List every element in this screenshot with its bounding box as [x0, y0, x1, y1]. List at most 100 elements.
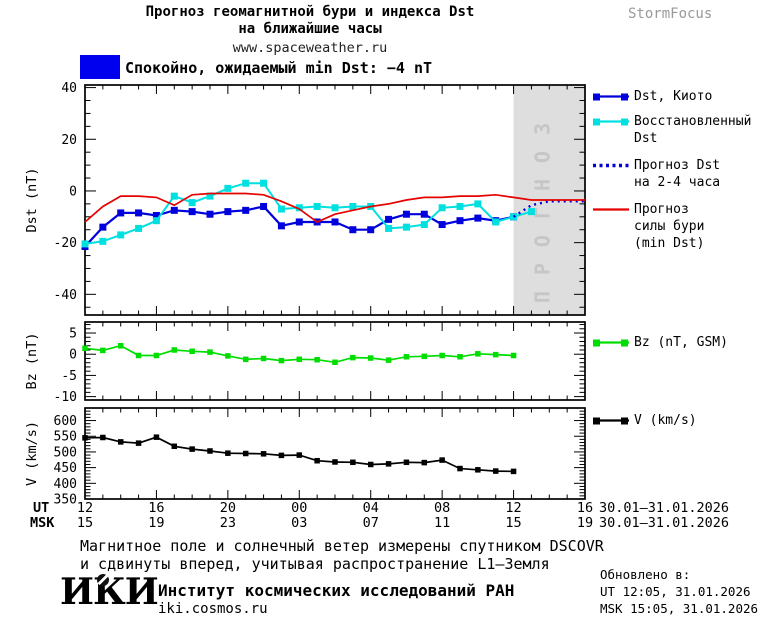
marker-dst-reconstructed [349, 202, 357, 210]
marker-dst-kyoto [420, 210, 428, 218]
ut-row-label: UT [33, 500, 50, 516]
x-tick-label: 16 [148, 500, 165, 516]
x-tick-label: 19 [148, 515, 165, 531]
marker-dst-reconstructed [313, 202, 321, 210]
marker-dst-kyoto [402, 210, 410, 218]
marker-dst-kyoto [117, 209, 125, 217]
y-tick-label: 40 [61, 81, 77, 96]
forecast-watermark: ПРОГНОЗ [530, 107, 554, 303]
legend-item-label: Dst, Киото [634, 89, 713, 104]
legend-item-label: Восстановленный Dst [634, 114, 752, 146]
marker-bz [82, 345, 88, 352]
x-tick-label: 03 [291, 515, 308, 531]
marker-dst-reconstructed [206, 192, 214, 200]
y-tick-label: -40 [54, 288, 77, 303]
marker-dst-reconstructed [527, 208, 535, 216]
marker-v [403, 459, 410, 466]
x-tick-label: 15 [76, 515, 94, 531]
marker-dst-reconstructed [456, 202, 464, 210]
marker-v [314, 457, 320, 464]
marker-v [421, 459, 428, 466]
marker-dst-reconstructed [510, 213, 518, 221]
marker-bz [475, 351, 481, 357]
marker-v [350, 459, 356, 466]
marker-dst-reconstructed [260, 179, 268, 187]
x-tick-label: 07 [362, 515, 379, 531]
marker-v [225, 450, 231, 456]
iki-logo-satellite-icon [97, 574, 109, 586]
marker-dst-kyoto [385, 215, 393, 223]
ut-date-range: 30.01–31.01.2026 [599, 500, 730, 516]
x-tick-label: 04 [362, 500, 379, 516]
y-tick-label: -5 [61, 369, 77, 384]
y-tick-label: 5 [69, 327, 77, 342]
legend-sample-squares-icon [593, 417, 629, 425]
y-tick-label: 0 [69, 348, 77, 363]
institute-name: Институт космических исследований РАН [158, 581, 515, 600]
y-tick-label: -10 [54, 390, 77, 405]
legend-sample-solid-icon [593, 208, 629, 211]
x-tick-label: 12 [76, 500, 94, 516]
marker-v [457, 465, 463, 472]
marker-v [385, 461, 392, 467]
y-tick-label: 400 [54, 477, 77, 492]
marker-dst-reconstructed [295, 204, 303, 212]
legend-item: Прогноз силы бури (min Dst) [592, 201, 704, 252]
marker-v [135, 440, 142, 446]
y-tick-label: 550 [54, 430, 77, 445]
marker-v [260, 451, 267, 457]
marker-dst-reconstructed [402, 223, 410, 231]
page-title: Прогноз геомагнитной бури и индекса Dst [145, 4, 475, 20]
series-dst-reconstructed [84, 182, 532, 245]
xaxis-msk-row: MSK 30.01–31.01.2026 15 19 23 03 07 11 15 19 [0, 515, 760, 531]
marker-v [100, 434, 106, 441]
institute-site-link[interactable]: iki.cosmos.ru [158, 601, 268, 617]
legend-item: Dst, Киото [592, 88, 712, 105]
legend-item: Прогноз Dst на 2-4 часа [592, 157, 720, 191]
y-tick-label: 0 [69, 184, 77, 199]
marker-dst-reconstructed [492, 218, 500, 226]
updated-ut: UT 12:05, 31.01.2026 [600, 584, 751, 599]
marker-dst-reconstructed [277, 205, 285, 213]
marker-v [242, 450, 249, 457]
marker-dst-kyoto [188, 208, 196, 216]
marker-dst-kyoto [438, 221, 446, 229]
marker-dst-kyoto [99, 223, 107, 231]
website-link[interactable]: www.spaceweather.ru [232, 40, 388, 56]
marker-bz [421, 353, 428, 360]
marker-bz [296, 356, 303, 363]
marker-dst-kyoto [206, 210, 214, 218]
marker-bz [189, 348, 195, 354]
marker-v [475, 467, 481, 473]
plot-frame [84, 321, 586, 401]
series-storm-forecast [84, 192, 585, 223]
marker-dst-kyoto [349, 226, 357, 234]
marker-bz [492, 351, 499, 358]
marker-dst-kyoto [260, 202, 268, 210]
marker-bz [260, 355, 267, 362]
plot-frame [84, 407, 586, 500]
msk-row-label: MSK [30, 515, 55, 531]
marker-bz [332, 359, 338, 366]
updated-msk: MSK 15:05, 31.01.2026 [600, 601, 759, 616]
marker-v [367, 461, 374, 468]
updated-label: Обновлено в: [600, 567, 691, 582]
xaxis-ut-row: UT 30.01–31.01.2026 12 16 20 00 04 08 12 16 [0, 500, 760, 516]
marker-dst-reconstructed [152, 217, 160, 225]
marker-v [278, 452, 285, 459]
marker-bz [242, 356, 249, 363]
x-tick-label: 16 [576, 500, 594, 516]
marker-v [171, 443, 178, 450]
legend-item-label: V (km/s) [634, 413, 697, 428]
marker-dst-kyoto [152, 212, 160, 220]
y-tick-label: 500 [54, 445, 77, 460]
footer-note-line2: и сдвинуты вперед, учитывая распростране… [80, 555, 550, 573]
marker-bz [225, 353, 231, 359]
legend-item: Восстановленный Dst [592, 113, 751, 147]
legend-item-label: Прогноз Dst на 2-4 часа [634, 158, 721, 190]
legend-item: V (km/s) [592, 412, 697, 429]
title-block: Прогноз геомагнитной бури и индекса Dst … [60, 4, 560, 56]
marker-dst-reconstructed [188, 199, 196, 207]
marker-v [189, 446, 195, 452]
marker-bz [510, 352, 517, 359]
